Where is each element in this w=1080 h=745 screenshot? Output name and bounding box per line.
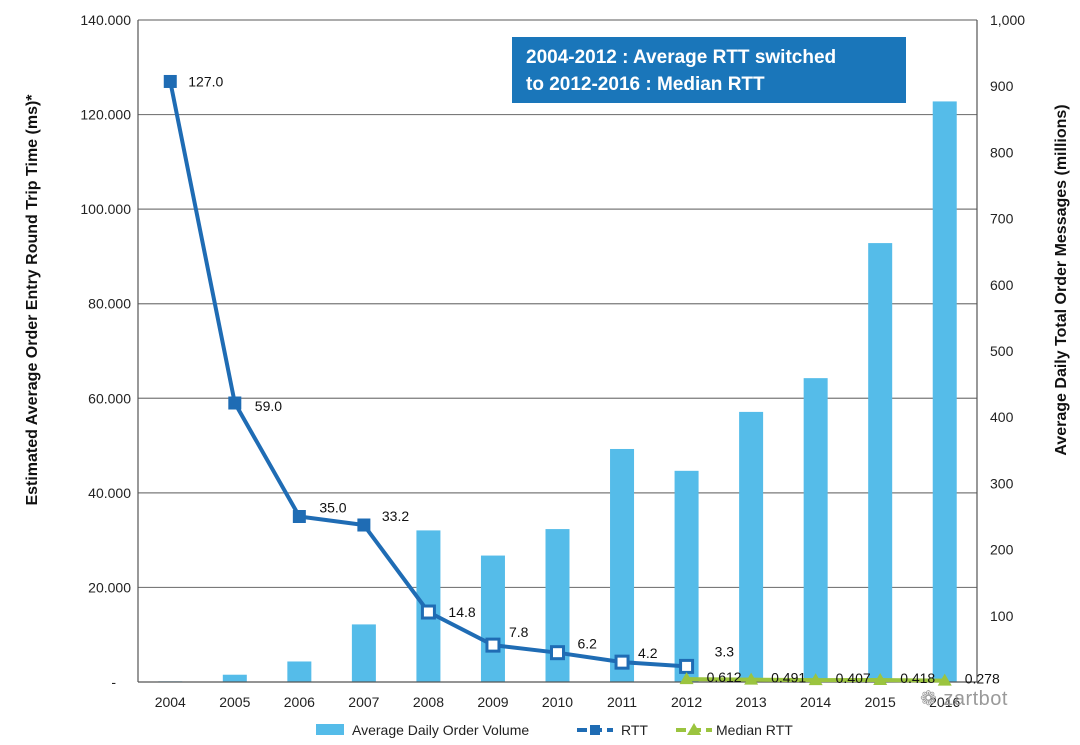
rtt-point-2005 (228, 396, 242, 410)
volume-bar-2006 (287, 661, 312, 682)
left-tick-label: 60.000 (88, 390, 131, 406)
left-tick-label: 20.000 (88, 579, 131, 595)
watermark: ❁ zartbot (920, 686, 1008, 711)
watermark-text: zartbot (943, 688, 1008, 710)
volume-bar-2012 (674, 470, 699, 682)
rtt-data-label-2004: 127.0 (188, 73, 223, 89)
right-tick-label: 1,000 (990, 12, 1025, 28)
median-data-label-2012: 0.612 (707, 669, 742, 685)
right-tick-label: 400 (990, 409, 1014, 425)
data-labels: 127.0 59.0 35.0 33.2 14.8 7.8 6.2 4.2 3.3 0.612 0.… (188, 73, 1000, 686)
x-tick-label-2012: 2012 (671, 694, 702, 710)
median-point-2016 (937, 673, 952, 686)
x-tick-label-2014: 2014 (800, 694, 831, 710)
x-tick-label-2013: 2013 (736, 694, 767, 710)
watermark-icon: ❁ (920, 688, 938, 710)
volume-bar-2015 (868, 243, 893, 682)
left-tick-label: 120.000 (80, 107, 131, 123)
x-tick-label-2010: 2010 (542, 694, 573, 710)
rtt-data-label-2005: 59.0 (255, 398, 282, 414)
right-axis-ticks: 100 200 300 400 500 600 700 800 900 1,000 (990, 12, 1025, 624)
rtt-data-label-2006: 35.0 (319, 500, 346, 516)
median-point-2012 (679, 672, 694, 685)
x-tick-label-2006: 2006 (284, 694, 315, 710)
volume-bar-2016 (932, 101, 957, 682)
left-tick-label: 140.000 (80, 12, 131, 28)
median-point-2015 (873, 673, 888, 686)
x-tick-label-2015: 2015 (865, 694, 896, 710)
left-axis-title: Estimated Average Order Entry Round Trip… (24, 94, 41, 506)
median-data-label-2015: 0.418 (900, 670, 935, 686)
volume-bar-2009 (480, 555, 505, 682)
volume-bar-2005 (222, 674, 247, 682)
median-data-label-2014: 0.407 (836, 670, 871, 686)
legend-swatch-rtt (577, 725, 613, 735)
rtt-data-label-2010: 6.2 (578, 636, 598, 652)
median-data-label-2013: 0.491 (771, 670, 806, 686)
right-tick-label: 100 (990, 608, 1014, 624)
right-tick-label: 700 (990, 211, 1014, 227)
rtt-data-label-2007: 33.2 (382, 508, 409, 524)
right-tick-label: 200 (990, 542, 1014, 558)
median-data-label-2016: 0.278 (965, 671, 1000, 687)
right-tick-label: 800 (990, 144, 1014, 160)
left-tick-label: 100.000 (80, 201, 131, 217)
median-point-2013 (744, 672, 759, 685)
volume-bar-2014 (803, 378, 828, 682)
rtt-point-2011 (614, 654, 630, 670)
left-tick-label: 40.000 (88, 485, 131, 501)
x-tick-label-2004: 2004 (155, 694, 186, 710)
x-tick-label-2007: 2007 (348, 694, 379, 710)
median-point-2014 (808, 673, 823, 686)
left-axis-ticks: - 20.000 40.000 60.000 80.000 100.000 120.000 1… (80, 12, 131, 690)
legend: Average Daily Order Volume RTT Median RT… (316, 722, 793, 738)
median-rtt-series (679, 672, 952, 686)
x-tick-label-2011: 2011 (607, 694, 637, 710)
rtt-point-2010 (550, 645, 565, 661)
x-tick-label-2016: 2016 (929, 694, 960, 710)
rtt-series (163, 74, 695, 674)
callout-line-2: to 2012-2016 : Median RTT (526, 74, 765, 95)
right-axis-title: Average Daily Total Order Messages (mill… (1053, 104, 1070, 455)
x-tick-label-2005: 2005 (219, 694, 250, 710)
volume-bar-2007 (351, 624, 376, 682)
legend-label-median: Median RTT (716, 722, 793, 738)
rtt-data-label-2011: 4.2 (638, 645, 658, 661)
right-tick-label: 900 (990, 78, 1014, 94)
legend-label-volume: Average Daily Order Volume (352, 722, 529, 738)
callout-line-1: 2004-2012 : Average RTT switched (526, 47, 837, 68)
legend-swatch-median (676, 723, 712, 735)
x-axis-ticks: 2004 2005 2006 2007 2008 2009 2010 2011 2012 2013… (155, 694, 961, 710)
left-tick-label: 80.000 (88, 296, 131, 312)
right-tick-label: 600 (990, 277, 1014, 293)
rtt-point-2006 (292, 510, 306, 523)
x-tick-label-2009: 2009 (477, 694, 508, 710)
rtt-data-label-2009: 7.8 (509, 624, 529, 640)
right-tick-label: 300 (990, 475, 1014, 491)
rtt-data-label-2008: 14.8 (448, 604, 475, 620)
gridlines (138, 19, 977, 589)
rtt-point-2008 (420, 604, 436, 620)
legend-swatch-volume (316, 724, 344, 735)
volume-bar-2011 (610, 448, 635, 682)
rtt-point-2009 (485, 637, 501, 653)
annotation-callout: 2004-2012 : Average RTT switched to 2012… (512, 37, 906, 103)
legend-label-rtt: RTT (621, 722, 648, 738)
rtt-data-label-2012: 3.3 (715, 643, 735, 659)
rtt-point-2007 (357, 518, 371, 532)
right-tick-label: 500 (990, 343, 1014, 359)
volume-bar-2013 (739, 411, 764, 682)
left-tick-label: - (111, 674, 116, 690)
rtt-point-2004 (163, 74, 177, 88)
rtt-point-2012 (679, 658, 695, 674)
volume-bars (158, 101, 957, 683)
x-tick-label-2008: 2008 (413, 694, 444, 710)
